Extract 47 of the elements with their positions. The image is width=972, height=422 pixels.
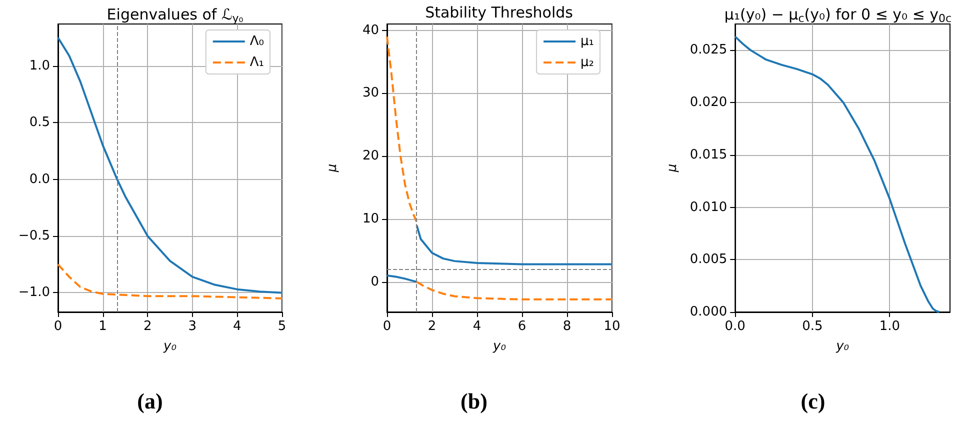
y-tick-label: 20 [362,148,379,164]
y-tick-label: 10 [362,211,379,226]
x-tick-label: 0.0 [724,319,746,334]
y-tick-label: 0.010 [690,200,728,215]
x-tick-label: 0 [54,319,62,334]
legend-label: μ₂ [580,55,594,70]
y-tick-label: 0.025 [690,42,728,58]
x-tick-label: 1 [98,319,107,334]
text: (b) [460,388,488,414]
y-tick-label: 30 [362,86,379,101]
x-tick-label: 2 [143,319,152,334]
x-tick-label: 0.5 [802,319,823,334]
y-tick-label: −1.0 [18,285,50,300]
y-tick-label: −0.5 [18,228,50,244]
x-axis-title: y₀ [162,339,178,354]
y-axis-title: μ [325,164,340,174]
x-tick-label: 8 [562,319,572,334]
line-series [57,36,283,294]
text: (a) [137,388,163,414]
y-tick-label: 1.0 [29,58,50,74]
y-tick-label: 0.5 [29,115,50,130]
y-tick-label: 0.020 [690,95,728,110]
text: (c) [800,388,826,414]
x-tick-label: 0 [382,319,392,334]
x-axis-title: y₀ [835,339,850,354]
line-series [734,36,940,313]
x-tick-label: 10 [604,319,620,334]
x-tick-label: 2 [428,319,436,334]
x-tick-label: 5 [278,319,286,334]
legend-label: μ₁ [580,34,594,49]
chart-title: Stability Thresholds [425,4,574,22]
x-axis-title: y₀ [492,339,507,354]
x-tick-label: 4 [472,319,482,334]
x-tick-label: 1.0 [879,319,900,334]
legend-label: Λ₁ [250,55,264,70]
x-tick-label: 4 [233,319,242,334]
y-tick-label: 0.000 [690,304,728,320]
y-tick-label: 0.005 [690,252,728,268]
y-tick-label: 0.0 [29,172,50,187]
x-tick-label: 6 [518,319,526,334]
y-axis-title: μ [665,164,680,174]
y-tick-label: 40 [362,22,379,38]
legend-label: Λ₀ [250,34,264,49]
x-tick-label: 3 [188,319,197,334]
y-tick-label: 0 [370,274,379,290]
y-tick-label: 0.015 [690,147,728,162]
line-series [57,263,283,300]
